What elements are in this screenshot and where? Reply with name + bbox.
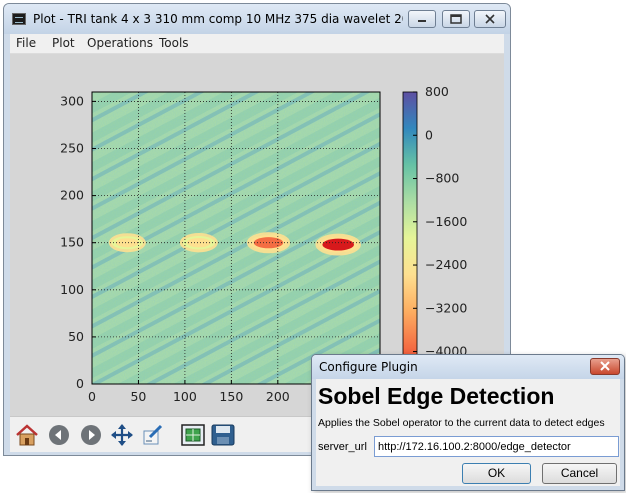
close-button[interactable]: [474, 10, 506, 28]
ok-button[interactable]: OK: [462, 463, 531, 484]
minimize-icon: [418, 20, 426, 22]
server-url-input[interactable]: [374, 436, 619, 457]
menu-tools[interactable]: Tools: [159, 36, 189, 50]
hotspot-2: [186, 238, 211, 248]
colorbar-label-1: 0: [425, 127, 433, 142]
pan-button[interactable]: [109, 423, 135, 447]
home-icon: [16, 424, 38, 446]
minimize-button[interactable]: [408, 10, 436, 28]
menu-bar: File Plot Operations Tools: [10, 34, 504, 54]
save-disk-icon: [211, 424, 235, 446]
subplots-button[interactable]: [180, 423, 206, 447]
hotspot-3: [253, 237, 284, 249]
menu-file[interactable]: File: [16, 36, 37, 50]
close-icon: [600, 361, 610, 371]
back-arrow-icon: [49, 425, 69, 445]
y-tick-label-3: 150: [60, 235, 84, 250]
colorbar-label-4: −2400: [425, 257, 467, 272]
home-button[interactable]: [14, 423, 40, 447]
forward-button[interactable]: [78, 423, 104, 447]
cancel-button[interactable]: Cancel: [542, 463, 617, 484]
restore-icon: [450, 14, 462, 24]
dialog-close-button[interactable]: [590, 358, 620, 375]
colorbar-label-2: −800: [425, 171, 459, 186]
y-tick-label-2: 100: [60, 282, 84, 297]
back-button[interactable]: [46, 423, 72, 447]
zoom-button[interactable]: [141, 423, 167, 447]
menu-plot[interactable]: Plot: [52, 36, 75, 50]
dialog-body: Sobel Edge Detection Applies the Sobel o…: [316, 379, 620, 486]
y-tick-label-1: 50: [68, 329, 84, 344]
plot-frame: [91, 91, 381, 385]
hotspot-1: [115, 238, 139, 248]
x-tick-label-0: 0: [88, 389, 96, 404]
dialog-title: Configure Plugin: [319, 360, 418, 374]
window-titlebar[interactable]: Plot - TRI tank 4 x 3 310 mm comp 10 MHz…: [4, 4, 510, 34]
x-tick-label-2: 100: [173, 389, 197, 404]
save-button[interactable]: [210, 423, 236, 447]
zoom-rect-icon: [143, 424, 163, 445]
colorbar-label-0: 800: [425, 84, 449, 99]
colorbar-label-5: −3200: [425, 300, 467, 315]
colorbar-label-3: −1600: [425, 214, 467, 229]
window-title: Plot - TRI tank 4 x 3 310 mm comp 10 MHz…: [33, 12, 403, 26]
dialog-titlebar[interactable]: Configure Plugin: [312, 355, 624, 379]
plugin-heading: Sobel Edge Detection: [318, 383, 555, 409]
app-icon: [12, 13, 26, 25]
configure-plugin-dialog: Configure Plugin Sobel Edge Detection Ap…: [311, 354, 625, 491]
pan-arrows-icon: [111, 424, 133, 446]
colorbar: [402, 91, 418, 385]
plugin-description: Applies the Sobel operator to the curren…: [318, 417, 605, 429]
y-tick-label-0: 0: [76, 376, 84, 391]
server-url-label: server_url: [318, 441, 367, 453]
forward-arrow-icon: [81, 425, 101, 445]
y-tick-label-6: 300: [60, 93, 84, 108]
x-tick-label-1: 50: [130, 389, 146, 404]
x-tick-label-4: 200: [266, 389, 290, 404]
x-tick-label-3: 150: [219, 389, 243, 404]
menu-operations[interactable]: Operations: [87, 36, 153, 50]
subplots-icon: [181, 424, 205, 446]
maximize-button[interactable]: [442, 10, 470, 28]
y-tick-label-5: 250: [60, 141, 84, 156]
close-icon: [485, 14, 495, 24]
y-tick-label-4: 200: [60, 188, 84, 203]
hotspot-4: [322, 238, 354, 251]
